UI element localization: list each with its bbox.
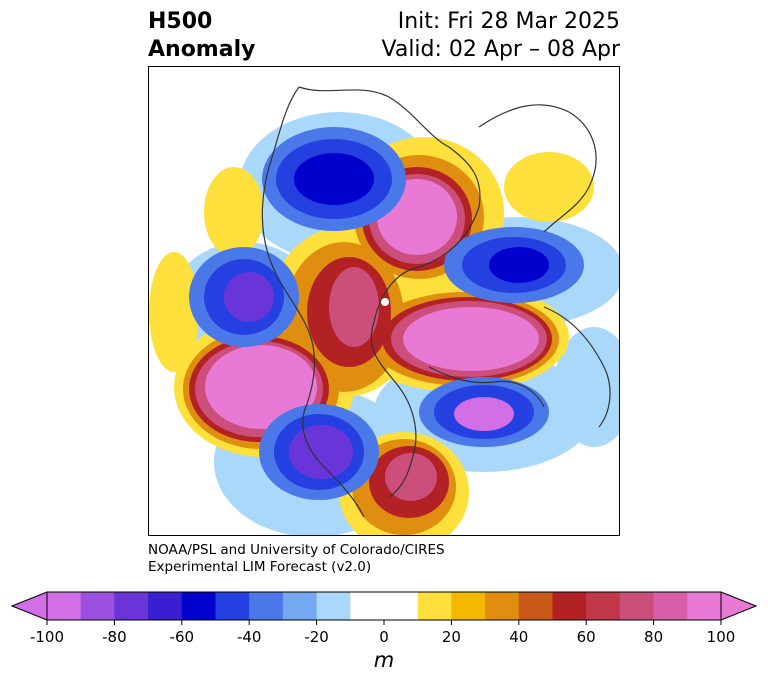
colorbar-tick-label: 40 (509, 628, 528, 646)
colorbar-cell (80, 592, 115, 620)
anomaly-field-blue (189, 127, 584, 500)
colorbar-tick-label: -20 (304, 628, 329, 646)
colorbar-cell (485, 592, 520, 620)
title-line-2: Anomaly (148, 37, 256, 62)
colorbar-ticks: -100 -80 -60 -40 -20 0 20 40 60 80 100 (30, 620, 735, 646)
colorbar-cell (47, 592, 82, 620)
colorbar-tick-label: -80 (102, 628, 127, 646)
colorbar-cell (282, 592, 318, 620)
credit-text: NOAA/PSL and University of Colorado/CIRE… (148, 542, 445, 576)
colorbar-tick-label: 20 (442, 628, 461, 646)
forecast-dates: Init: Fri 28 Mar 2025 Valid: 02 Apr – 08… (382, 8, 621, 64)
colorbar-cell (518, 592, 553, 620)
colorbar-cell (249, 592, 284, 620)
colorbar-cell (619, 592, 655, 620)
pole-marker (381, 298, 389, 306)
anomaly-field-magenta (205, 179, 539, 429)
colorbar-cell (350, 592, 385, 620)
colorbar-tick-label: 100 (707, 628, 736, 646)
colorbar-cells (47, 592, 722, 620)
credit-line-1: NOAA/PSL and University of Colorado/CIRE… (148, 542, 445, 558)
colorbar-tick-label: -100 (30, 628, 64, 646)
colorbar-over-arrow (720, 591, 758, 621)
colorbar-unit: m (373, 648, 395, 672)
colorbar-cell (653, 592, 688, 620)
map-title: H500 Anomaly (148, 8, 255, 64)
title-line-1: H500 (148, 9, 213, 34)
init-date: Init: Fri 28 Mar 2025 (397, 9, 620, 34)
colorbar-cell (586, 592, 621, 620)
colorbar-tick-label: 60 (577, 628, 596, 646)
map-svg (149, 86, 619, 535)
coastlines (261, 86, 611, 518)
credit-line-2: Experimental LIM Forecast (v2.0) (148, 559, 372, 575)
colorbar-cell (181, 592, 216, 620)
colorbar-cell (687, 592, 722, 620)
colorbar-cell (417, 592, 452, 620)
colorbar-cell (552, 592, 587, 620)
colorbar-cell (215, 592, 250, 620)
colorbar-cell (451, 592, 486, 620)
colorbar-tick-label: 0 (379, 628, 389, 646)
colorbar: -100 -80 -60 -40 -20 0 20 40 60 80 100 (10, 591, 758, 646)
colorbar-cell (114, 592, 149, 620)
anomaly-map (148, 66, 620, 536)
colorbar-cell (384, 592, 419, 620)
colorbar-cell (148, 592, 183, 620)
colorbar-cell (316, 592, 351, 620)
colorbar-under-arrow (10, 591, 48, 621)
colorbar-tick-label: -40 (237, 628, 262, 646)
colorbar-tick-label: 80 (644, 628, 663, 646)
valid-range: Valid: 02 Apr – 08 Apr (381, 37, 621, 62)
colorbar-tick-label: -60 (170, 628, 195, 646)
